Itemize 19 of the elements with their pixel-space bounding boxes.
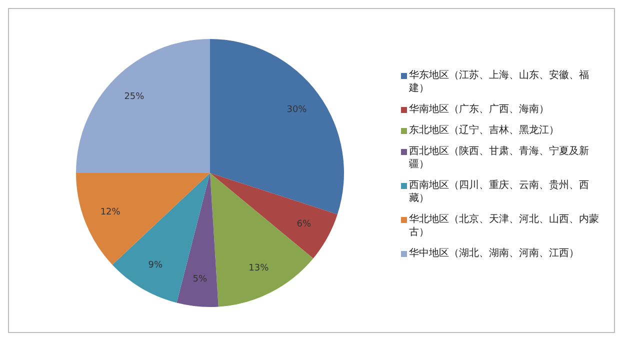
data-label: 13% [248,264,270,274]
pie-slice [210,173,314,307]
pie-slice [176,173,218,307]
data-label: 30% [286,104,308,115]
legend-label: 华东地区（江苏、上海、山东、安徽、福建） [409,69,590,95]
data-label: 25% [124,92,145,102]
data-label: 5% [192,274,208,285]
legend-label: 华中地区（湖北、湖南、河南、江西） [409,247,579,260]
pie-slice [210,39,344,214]
legend-label: 西北地区（陕西、甘肃、青海、宁夏及新疆） [409,145,590,171]
data-label: 9% [148,260,164,270]
pie-slice [76,39,210,173]
pie-slice [210,173,338,258]
legend-label: 华南地区（广东、广西、海南） [409,103,549,116]
legend-label: 西南地区（四川、重庆、云南、贵州、西藏） [409,179,590,205]
legend-label: 东北地区（辽宁、吉林、黑龙江） [409,124,559,137]
data-label: 6% [296,220,312,230]
legend-label: 华北地区（北京、天津、河北、山西、内蒙古） [409,213,600,239]
data-label: 12% [100,207,121,218]
